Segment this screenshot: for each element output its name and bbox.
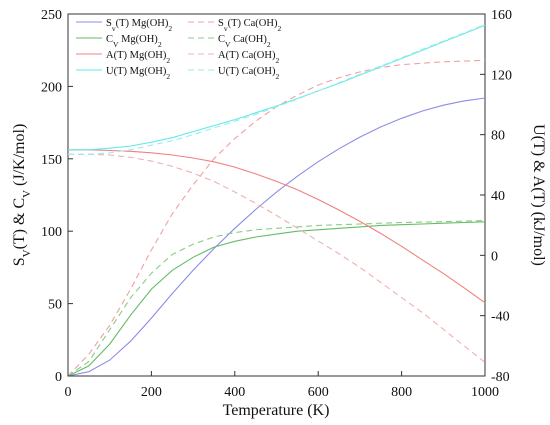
y-left-tick-label: 200 <box>41 80 62 95</box>
series-line-6 <box>68 153 486 363</box>
x-tick-label: 200 <box>141 385 162 400</box>
x-tick-label: 600 <box>308 385 329 400</box>
y-left-tick-label: 50 <box>48 298 62 313</box>
x-axis-label: Temperature (K) <box>223 402 330 419</box>
series-line-5 <box>68 149 486 304</box>
y-left-tick-label: 150 <box>41 153 62 168</box>
x-tick-label: 400 <box>224 385 245 400</box>
y-right-tick-label: -40 <box>491 310 510 325</box>
y-right-tick-label: 80 <box>491 129 505 144</box>
y-left-label-s: S <box>11 257 28 266</box>
y-left-label-mid: (T) & C <box>11 198 28 250</box>
series-layer <box>67 24 486 377</box>
ticks-layer: 0 200 400 600 800 1000 0 50 100 150 200 250 -80 -40 0 4… <box>41 8 512 400</box>
legend-label-3: CV Mg(OH)2 <box>106 34 162 49</box>
legend-label-6: A(T) Ca(OH)2 <box>218 50 279 65</box>
legend-label-4: CV Ca(OH)2 <box>218 34 271 49</box>
y-right-tick-label: 40 <box>491 189 505 204</box>
y-right-tick-label: 120 <box>491 68 512 83</box>
legend-label-2: Sv(T) Ca(OH)2 <box>218 18 281 33</box>
legend-label-8: U(T) Ca(OH)2 <box>218 66 279 81</box>
y-left-label-unit: (J/K/mol) <box>11 124 28 190</box>
y-left-label-sub1: V <box>21 249 33 257</box>
y-left-label-sub2: V <box>21 190 33 198</box>
series-line-1 <box>67 97 486 377</box>
legend-label-7: U(T) Mg(OH)2 <box>106 66 170 81</box>
x-tick-label: 800 <box>391 385 412 400</box>
series-line-3 <box>67 221 486 377</box>
series-line-8 <box>68 24 486 155</box>
x-tick-label: 1000 <box>471 385 499 400</box>
legend: Sv(T) Mg(OH)2 Sv(T) Ca(OH)2 CV Mg(OH)2 CV C… <box>76 18 281 81</box>
y-right-tick-label: 160 <box>491 8 512 23</box>
series-line-2 <box>67 59 486 377</box>
legend-label-1: Sv(T) Mg(OH)2 <box>106 18 172 33</box>
y-axis-right-label: U(T) & A(T) (kJ/mol) <box>530 124 547 266</box>
x-tick-label: 0 <box>65 385 72 400</box>
y-left-tick-label: 250 <box>41 8 62 23</box>
series-line-4 <box>67 220 486 377</box>
y-right-tick-label: -80 <box>491 370 510 385</box>
legend-label-5: A(T) Mg(OH)2 <box>106 50 170 65</box>
y-left-tick-label: 0 <box>55 370 62 385</box>
y-axis-left-label: SV(T) & CV (J/K/mol) <box>11 124 33 267</box>
y-left-tick-label: 100 <box>41 225 62 240</box>
series-line-7 <box>68 24 486 151</box>
y-right-tick-label: 0 <box>491 249 498 264</box>
